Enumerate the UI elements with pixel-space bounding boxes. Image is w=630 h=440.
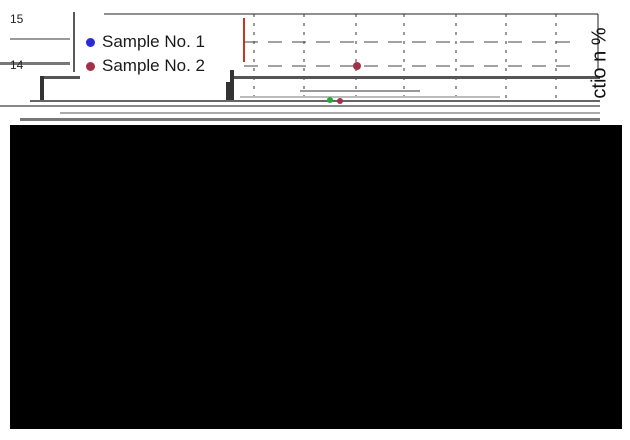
legend-label-sample-2: Sample No. 2 <box>102 56 205 75</box>
y-axis-label: ctio n % <box>583 18 617 108</box>
legend-item-sample-1: Sample No. 1 <box>86 32 205 52</box>
y-axis-label-text: ctio n % <box>588 27 611 99</box>
point-sample-1-green <box>327 97 333 103</box>
chart-plot <box>0 12 600 121</box>
y-tick-15: 15 <box>10 12 24 26</box>
grid-lines <box>244 14 580 100</box>
legend: Sample No. 1 Sample No. 2 <box>80 20 230 82</box>
legend-label-sample-1: Sample No. 1 <box>102 32 205 51</box>
y-tick-14: 14 <box>10 58 24 72</box>
legend-marker-sample-2 <box>86 62 95 72</box>
point-sample-2 <box>353 62 361 70</box>
legend-item-sample-2: Sample No. 2 <box>86 56 205 76</box>
black-overlay <box>10 125 622 429</box>
legend-marker-sample-1 <box>86 38 95 48</box>
point-sample-2b <box>337 98 343 104</box>
glitch-bands <box>0 38 600 121</box>
